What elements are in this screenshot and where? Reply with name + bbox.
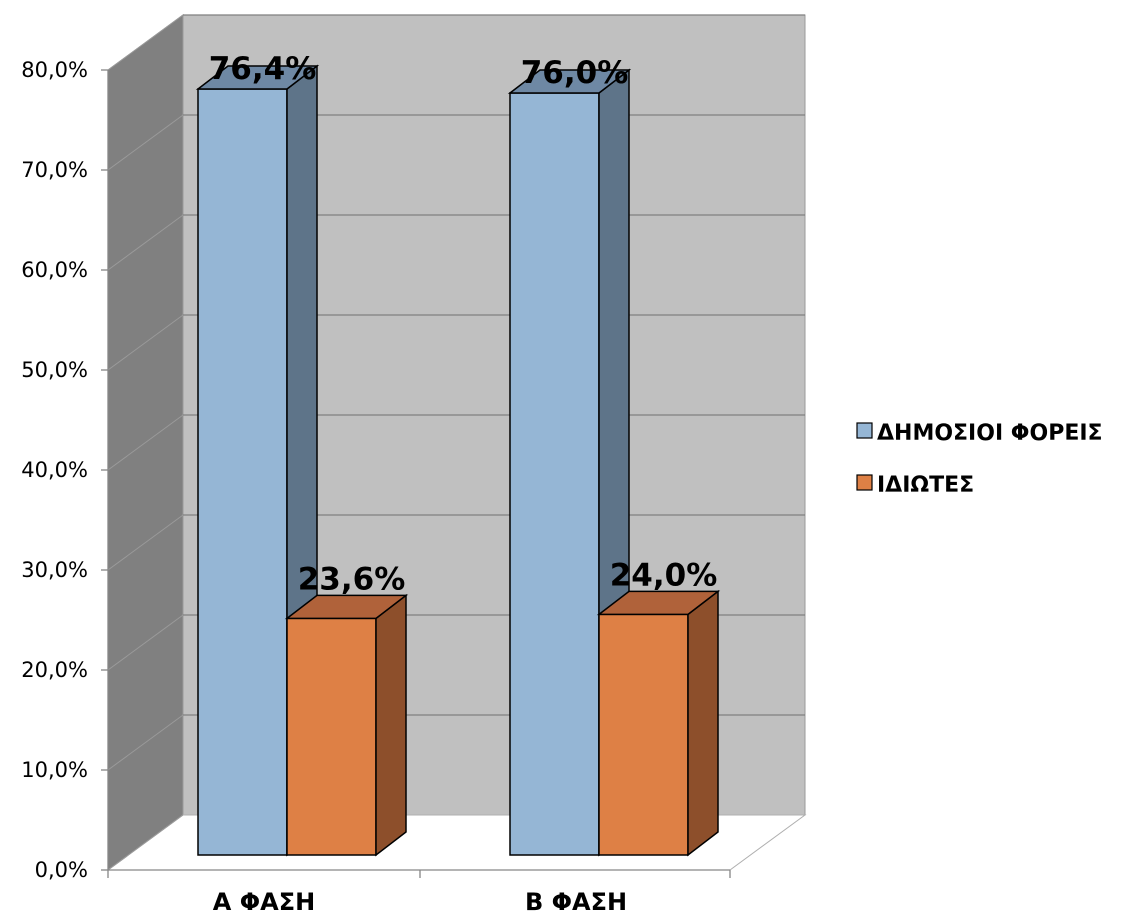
gridline-diagonal-4 (107, 414, 184, 471)
legend: ΔΗΜΟΣΙΟΙ ΦΟΡΕΙΣ ΙΔΙΩΤΕΣ (856, 421, 1103, 498)
gridline-diagonal-5 (107, 314, 184, 371)
category-label: Β ΦΑΣΗ (525, 888, 627, 916)
data-labels: 76,4% 23,6% 76,0% 24,0% (209, 51, 718, 597)
bar-top (507, 69, 632, 94)
data-label-1-0: 76,0% (521, 55, 629, 91)
y-tick-label: 70,0% (21, 158, 88, 182)
y-tick-label: 20,0% (21, 658, 88, 682)
bar-0-1 (284, 593, 409, 857)
bar-top (596, 590, 721, 616)
gridline-diagonal-2 (107, 614, 184, 671)
axes (101, 69, 731, 878)
y-tick-label: 30,0% (21, 558, 88, 582)
y-tick-label: 60,0% (21, 258, 88, 282)
gridline-diagonal-3 (107, 514, 184, 571)
bar-front (509, 92, 600, 856)
data-label-0-0: 76,4% (209, 51, 317, 87)
y-axis-tick-labels: 0,0% 10,0% 20,0% 30,0% 40,0% 50,0% 60,0% 70,0% 8… (21, 58, 88, 882)
gridline-diagonal-6 (107, 214, 184, 271)
bar-side (375, 593, 407, 857)
bar-1-1 (596, 589, 721, 857)
bar-front (197, 88, 288, 856)
gridline-diagonal-0 (107, 814, 184, 871)
bar-side (687, 589, 719, 857)
x-axis-category-labels: Α ΦΑΣΗ Β ΦΑΣΗ (213, 888, 627, 916)
y-tick-label: 50,0% (21, 358, 88, 382)
bars (195, 64, 721, 857)
legend-swatch-1 (856, 474, 873, 491)
legend-label-0: ΔΗΜΟΣΙΟΙ ΦΟΡΕΙΣ (877, 421, 1103, 446)
y-tick-label: 80,0% (21, 58, 88, 82)
gridline-diagonal-1 (107, 714, 184, 771)
gridline-diagonal-7 (107, 114, 184, 171)
legend-label-1: ΙΔΙΩΤΕΣ (877, 473, 974, 498)
bar-front (598, 613, 689, 856)
data-label-1-1: 24,0% (610, 557, 718, 593)
y-tick-label: 40,0% (21, 458, 88, 482)
bar-front (286, 617, 377, 856)
bar-top (284, 594, 409, 620)
legend-swatch-0 (856, 422, 873, 439)
y-tick-label: 0,0% (35, 858, 88, 882)
bar-top (195, 65, 320, 90)
category-label: Α ΦΑΣΗ (213, 888, 315, 916)
data-label-0-1: 23,6% (298, 561, 406, 597)
y-tick-label: 10,0% (21, 758, 88, 782)
gridline-diagonal-8 (107, 14, 184, 71)
